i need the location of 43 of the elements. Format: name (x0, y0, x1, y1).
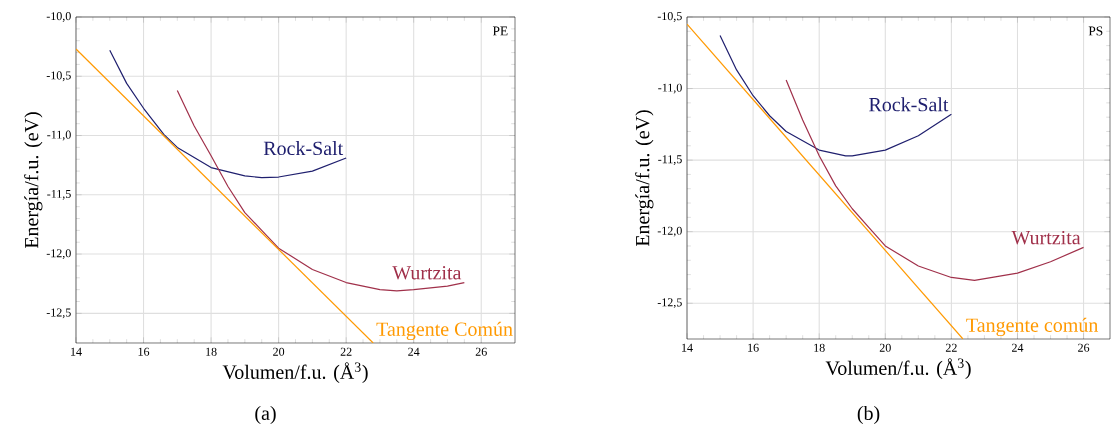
x-tick-label: 24 (1012, 343, 1024, 352)
x-axis-title: Volumen/f.u. (Å$^{3}$) (825, 358, 971, 379)
annotation: PE (492, 26, 508, 36)
y-tick-label: -11,0 (47, 130, 71, 141)
x-tick-label: 20 (273, 347, 285, 356)
y-tick-label: -12,5 (46, 308, 71, 319)
line-series (719, 35, 952, 157)
x-tick-label: 24 (408, 347, 420, 356)
x-tick-label: 22 (945, 343, 957, 352)
y-axis-title: Energía/f.u. (eV) (24, 112, 43, 249)
y-tick-label: -10,5 (46, 71, 71, 82)
x-tick-label: 26 (1078, 343, 1090, 352)
series-label: Wurtzita (1011, 230, 1081, 245)
x-axis-title: Volumen/f.u. (Å$^{3}$) (222, 362, 368, 383)
y-tick-label: -11,5 (658, 155, 682, 165)
series-label: Tangente Común (376, 321, 513, 341)
line-series (109, 49, 347, 179)
x-tick-label: 14 (71, 347, 82, 356)
annotation: PS (1088, 26, 1103, 36)
y-tick-label: -11,5 (47, 189, 71, 200)
x-tick-label: 18 (814, 343, 825, 352)
series-label: Tangente común (966, 317, 1099, 337)
y-tick-label: -10,0 (46, 12, 71, 22)
x-tick-label: 14 (682, 343, 693, 352)
y-tick-label: -12,0 (46, 249, 71, 259)
x-tick-label: 16 (748, 343, 759, 352)
y-axis-title: Energía/f.u. (eV) (635, 110, 654, 247)
y-tick-label: -12,5 (657, 298, 682, 309)
text: (b) (857, 405, 880, 425)
line-series (176, 89, 465, 292)
x-tick-label: 22 (340, 347, 352, 356)
y-tick-label: -10,5 (657, 12, 682, 22)
y-tick-label: -12,0 (657, 226, 682, 237)
series-label: Rock-Salt (263, 141, 344, 156)
x-tick-label: 16 (138, 347, 150, 356)
series-label: Wurtzita (392, 266, 462, 280)
series-label: Rock-Salt (869, 97, 949, 112)
x-tick-label: 20 (879, 343, 891, 352)
y-tick-label: -11,0 (658, 83, 682, 94)
x-tick-label: 26 (475, 347, 487, 356)
text: (a) (255, 405, 276, 425)
line-series (785, 79, 1085, 281)
x-tick-label: 18 (206, 347, 217, 356)
